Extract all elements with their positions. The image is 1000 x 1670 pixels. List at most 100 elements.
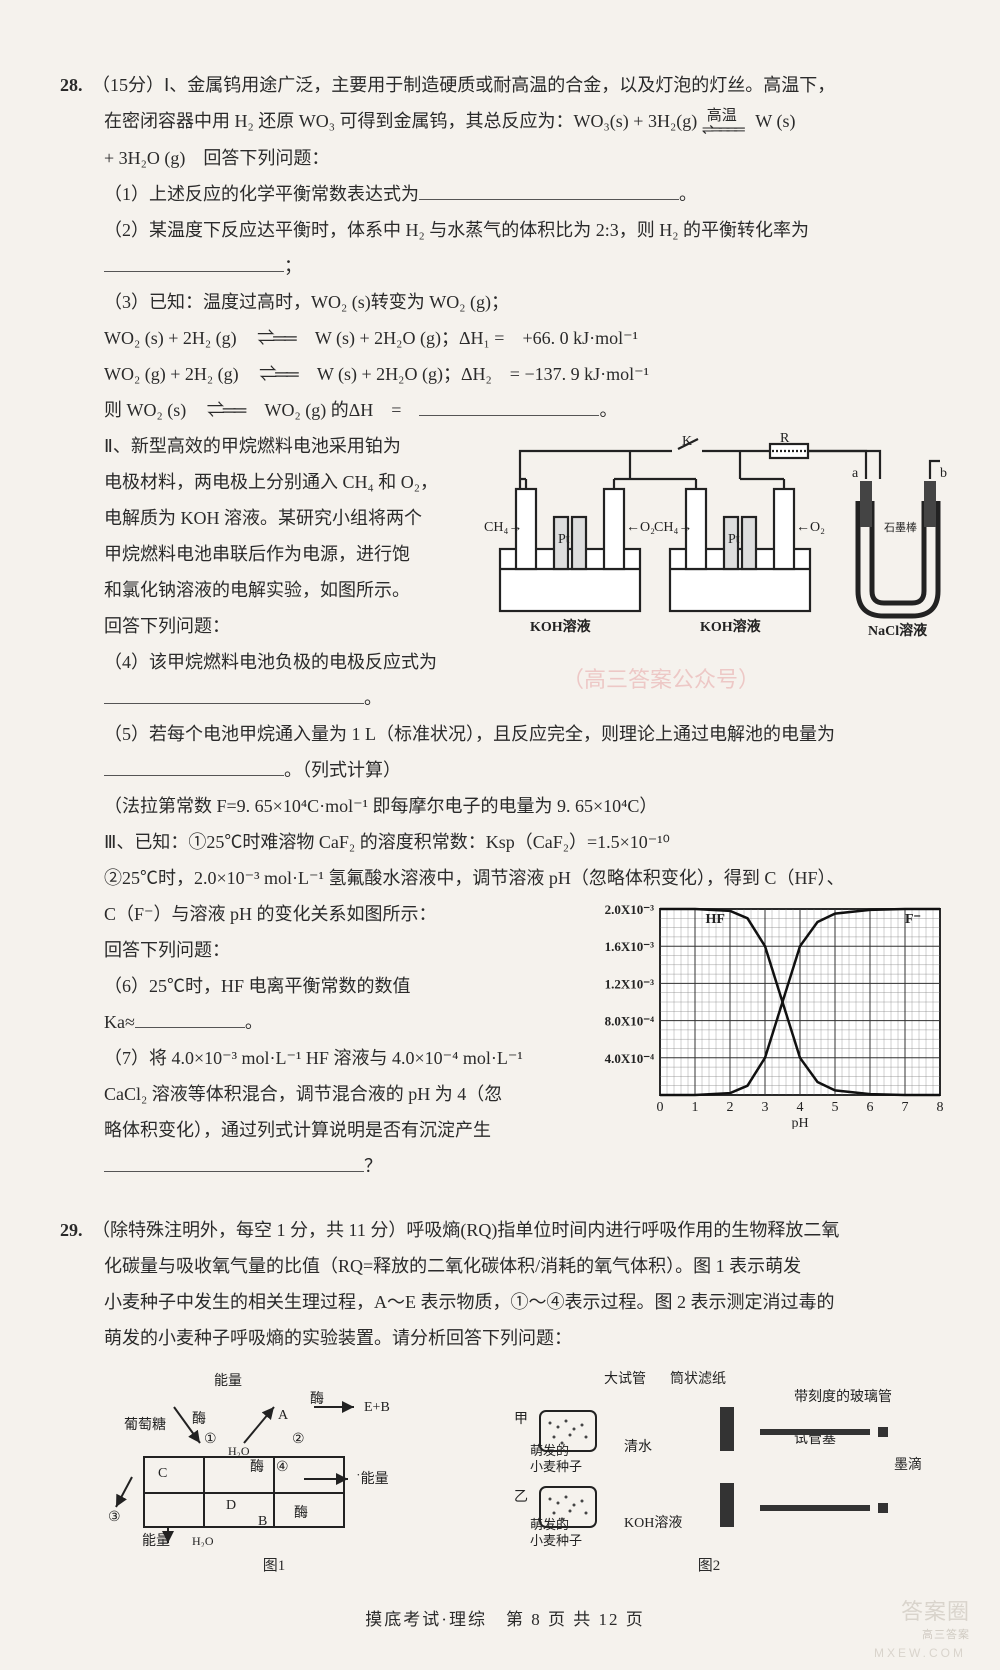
q28-p7-blank: ？	[104, 1151, 578, 1181]
blank-input[interactable]	[135, 1010, 245, 1028]
q28-eq2: WO₂ (g) + 2H₂ (g) ⇌══ W (s) + 2H₂O (g)；Δ…	[60, 359, 950, 389]
q28-p5c: （法拉第常数 F=9. 65×10⁴C·mol⁻¹ 即每摩尔电子的电量为 9. …	[60, 791, 950, 821]
q28-p6c: 。	[245, 1012, 263, 1032]
watermark-sub: MXEW.COM	[874, 1646, 966, 1660]
q28-p7a: （7）将 4.0×10⁻³ mol·L⁻¹ HF 溶液与 4.0×10⁻⁴ mo…	[104, 1043, 578, 1073]
label-pt2: Pt	[728, 532, 740, 547]
lbl-koh: KOH溶液	[624, 1515, 682, 1531]
lbl-jia: 甲	[514, 1412, 528, 1427]
label-b: b	[940, 466, 947, 481]
q28-p2a: （2）某温度下反应达平衡时，体系中 H₂ 与水蒸气的体积比为 2:3，则 H₂ …	[60, 215, 950, 245]
lbl-energy2: ˙能量	[356, 1471, 389, 1487]
label-pt1: Pt	[558, 532, 570, 547]
q28-p6a: （6）25℃时，HF 电离平衡常数的数值	[104, 971, 578, 1001]
q28-p5a: （5）若每个电池甲烷通入量为 1 L（标准状况），且反应完全，则理论上通过电解池…	[60, 719, 950, 749]
q29-l3: 小麦种子中发生的相关生理过程，A～E 表示物质，①～④表示过程。图 2 表示测定…	[60, 1287, 950, 1317]
eq2-lhs: WO₂ (g) + 2H₂ (g)	[104, 364, 239, 384]
equilibrium-arrow-icon: ⇌══	[191, 400, 261, 420]
svg-text:6: 6	[867, 1100, 874, 1115]
lbl-n4: ④	[276, 1460, 289, 1475]
q28-s3d: 回答下列问题：	[104, 935, 578, 965]
lbl-d: D	[226, 1498, 236, 1513]
q28-s3c: C（F⁻）与溶液 pH 的变化关系如图所示：	[104, 899, 578, 929]
svg-text:8.0X10⁻⁴: 8.0X10⁻⁴	[605, 1013, 655, 1028]
label-o2-2: ←O₂	[796, 520, 825, 535]
label-ch4: CH₄→	[484, 520, 522, 535]
svg-text:F⁻: F⁻	[905, 912, 921, 927]
lbl-mei3: 酶	[250, 1459, 264, 1475]
q29-l2: 化碳量与吸收氧气量的比值（RQ=释放的二氧化碳体积/消耗的氧气体积）。图 1 表…	[60, 1251, 950, 1281]
lbl-ink: 墨滴	[894, 1456, 922, 1473]
blank-input[interactable]	[419, 398, 599, 416]
q28-p3a: （3）已知：温度过高时，WO₂ (s)转变为 WO₂ (g)；	[60, 287, 950, 317]
equilibrium-arrow-icon: ⇌══	[241, 328, 311, 348]
label-k: K	[682, 434, 692, 449]
blank-input[interactable]	[104, 686, 364, 704]
q28-header-text: （15分）Ⅰ、金属钨用途广泛，主要用于制造硬质或耐高温的合金，以及灯泡的灯丝。高…	[92, 75, 835, 95]
q28-p5-blank: 。（列式计算）	[60, 755, 950, 785]
svg-text:1.2X10⁻³: 1.2X10⁻³	[605, 976, 655, 991]
q28-p6b: Ka≈	[104, 1012, 135, 1032]
svg-text:1.6X10⁻³: 1.6X10⁻³	[605, 939, 655, 954]
lbl-c: C	[158, 1466, 167, 1481]
q28-s3b: ②25℃时，2.0×10⁻³ mol·L⁻¹ 氢氟酸水溶液中，调节溶液 pH（忽…	[60, 863, 950, 893]
label-ch4-2: CH₄→	[654, 520, 692, 535]
q29-figures: 能量 葡萄糖 酶 A 酶 E+B ① H₂O ② 酶 ④ C D ③	[60, 1367, 950, 1575]
watermark-top: 高三答案	[901, 1626, 970, 1642]
reaction-arrow-hightemp: 高温 ⇌════	[702, 109, 742, 137]
eq3-lhs: 则 WO₂ (s)	[104, 400, 186, 420]
q28-p1-text: （1）上述反应的化学平衡常数表达式为	[104, 184, 419, 204]
eq1-rhs: W (s) + 2H₂O (g)；ΔH₁ = +66. 0 kJ·mol⁻¹	[315, 328, 638, 348]
watermark-logo-text: 答案圈	[901, 1599, 970, 1624]
label-graphite: 石墨棒	[884, 520, 917, 534]
question-29: 29.（除特殊注明外，每空 1 分，共 11 分）呼吸熵(RQ)指单位时间内进行…	[60, 1215, 950, 1575]
q28-p2b: ；	[284, 256, 302, 276]
lbl-mei2: 酶	[310, 1391, 324, 1407]
hf-chart: 0123456782.0X10⁻³1.6X10⁻³1.2X10⁻³8.0X10⁻…	[590, 899, 950, 1134]
svg-text:2.0X10⁻³: 2.0X10⁻³	[605, 902, 655, 917]
equilibrium-arrow-icon: ⇌══	[243, 364, 313, 384]
figure-2: 大试管 筒状滤纸 带刻度的玻璃管 试管塞 墨滴 甲 乙 萌发的 小麦种子 清水 …	[474, 1367, 944, 1575]
eq1-lhs: WO₂ (s) + 2H₂ (g)	[104, 328, 237, 348]
lbl-seed2b: 小麦种子	[530, 1533, 582, 1547]
blank-input[interactable]	[104, 254, 284, 272]
q28-line1: 在密闭容器中用 H₂ 还原 WO₃ 可得到金属钨，其总反应为：WO₃(s) + …	[60, 106, 950, 137]
lbl-energy3: 能量	[142, 1533, 170, 1547]
fig1-svg: 能量 葡萄糖 酶 A 酶 E+B ① H₂O ② 酶 ④ C D ③	[104, 1367, 444, 1547]
page-footer: 摸底考试·理综 第 8 页 共 12 页	[60, 1605, 950, 1630]
q29-l4: 萌发的小麦种子呼吸熵的实验装置。请分析回答下列问题：	[60, 1323, 950, 1353]
svg-text:7: 7	[902, 1100, 909, 1115]
label-o2: ←O₂	[626, 520, 655, 535]
lbl-glucose: 葡萄糖	[124, 1417, 166, 1433]
lbl-filter: 筒状滤纸	[670, 1370, 726, 1387]
q28-l1a: 在密闭容器中用 H₂ 还原 WO₃ 可得到金属钨，其总反应为：WO₃(s) + …	[104, 111, 697, 131]
svg-text:8: 8	[937, 1100, 944, 1115]
lbl-tube: 大试管	[604, 1371, 646, 1387]
blank-input[interactable]	[419, 182, 679, 200]
lbl-a: A	[278, 1408, 289, 1423]
lbl-yi: 乙	[514, 1489, 528, 1505]
lbl-energy1: 能量	[214, 1373, 242, 1389]
q28-p5b: 。（列式计算）	[284, 760, 401, 780]
q28-eq3: 则 WO₂ (s) ⇌══ WO₂ (g) 的ΔH = 。	[60, 395, 950, 425]
label-a: a	[852, 466, 859, 481]
blank-input[interactable]	[104, 1154, 364, 1172]
svg-text:5: 5	[832, 1100, 839, 1115]
q29-number: 29.	[60, 1215, 92, 1245]
lbl-water: 清水	[624, 1439, 652, 1455]
label-nacl: NaCl溶液	[868, 622, 928, 639]
lbl-n2: ②	[292, 1432, 305, 1447]
svg-text:pH: pH	[791, 1116, 808, 1129]
q28-eq1: WO₂ (s) + 2H₂ (g) ⇌══ W (s) + 2H₂O (g)；Δ…	[60, 323, 950, 353]
q28-header: 28.（15分）Ⅰ、金属钨用途广泛，主要用于制造硬质或耐高温的合金，以及灯泡的灯…	[60, 70, 950, 100]
svg-text:0: 0	[657, 1100, 664, 1115]
svg-text:1: 1	[692, 1100, 699, 1115]
q28-p2-blank: ；	[60, 251, 950, 281]
q28-p4-blank: 。	[60, 683, 950, 713]
svg-text:HF: HF	[706, 912, 725, 927]
q28-number: 28.	[60, 70, 92, 100]
eq3-rhs: WO₂ (g) 的ΔH =	[264, 400, 419, 420]
q28-p7b: CaCl₂ 溶液等体积混合，调节混合液的 pH 为 4（忽	[104, 1079, 578, 1109]
svg-text:2: 2	[727, 1100, 734, 1115]
blank-input[interactable]	[104, 758, 284, 776]
